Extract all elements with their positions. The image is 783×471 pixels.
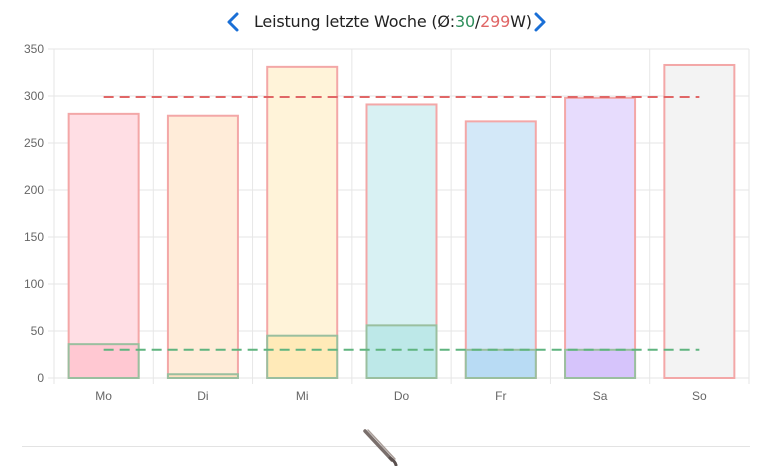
y-tick-label: 350 [24, 42, 44, 56]
x-tick-label: Sa [593, 389, 608, 403]
bar-high [464, 120, 537, 379]
next-week-button[interactable] [527, 10, 551, 34]
bar-high [166, 114, 239, 380]
chart-header: Leistung letzte Woche (Ø:30/299W) [0, 0, 783, 44]
x-tick-label: Do [394, 389, 410, 403]
title-suffix: W) [510, 12, 532, 31]
average-high-value: 299 [480, 12, 511, 31]
x-tick-label: Mi [296, 389, 309, 403]
x-tick-label: Fr [495, 389, 506, 403]
y-tick-label: 300 [24, 89, 44, 103]
x-tick-label: So [692, 389, 707, 403]
bar-high [564, 96, 637, 379]
x-tick-label: Di [197, 389, 208, 403]
chevron-left-icon [227, 12, 239, 32]
bar-low [266, 334, 339, 380]
bar-low [365, 324, 438, 379]
ski-icon [363, 429, 398, 466]
title-prefix: Leistung letzte Woche (Ø: [254, 12, 455, 31]
bar-chart: 0 50 100 150 200 250 300 350 Mo Di Mi Do Fr Sa So [24, 42, 750, 403]
footer-divider [22, 446, 750, 447]
bar-low [464, 348, 537, 379]
chevron-right-icon [534, 12, 546, 32]
y-tick-label: 200 [24, 183, 44, 197]
bar-high [67, 112, 140, 380]
y-tick-label: 250 [24, 136, 44, 150]
chart-title: Leistung letzte Woche (Ø:30/299W) [254, 12, 532, 31]
y-tick-label: 100 [24, 277, 44, 291]
previous-week-button[interactable] [222, 10, 246, 34]
y-tick-label: 150 [24, 230, 44, 244]
bar-low [564, 348, 637, 379]
title-separator: / [474, 12, 481, 31]
average-low-value: 30 [455, 12, 475, 31]
bar-high [663, 63, 736, 379]
y-tick-label: 50 [31, 324, 45, 338]
bar-high [266, 65, 339, 380]
x-tick-label: Mo [95, 389, 112, 403]
bar-low [166, 373, 239, 379]
y-tick-label: 0 [37, 371, 44, 385]
